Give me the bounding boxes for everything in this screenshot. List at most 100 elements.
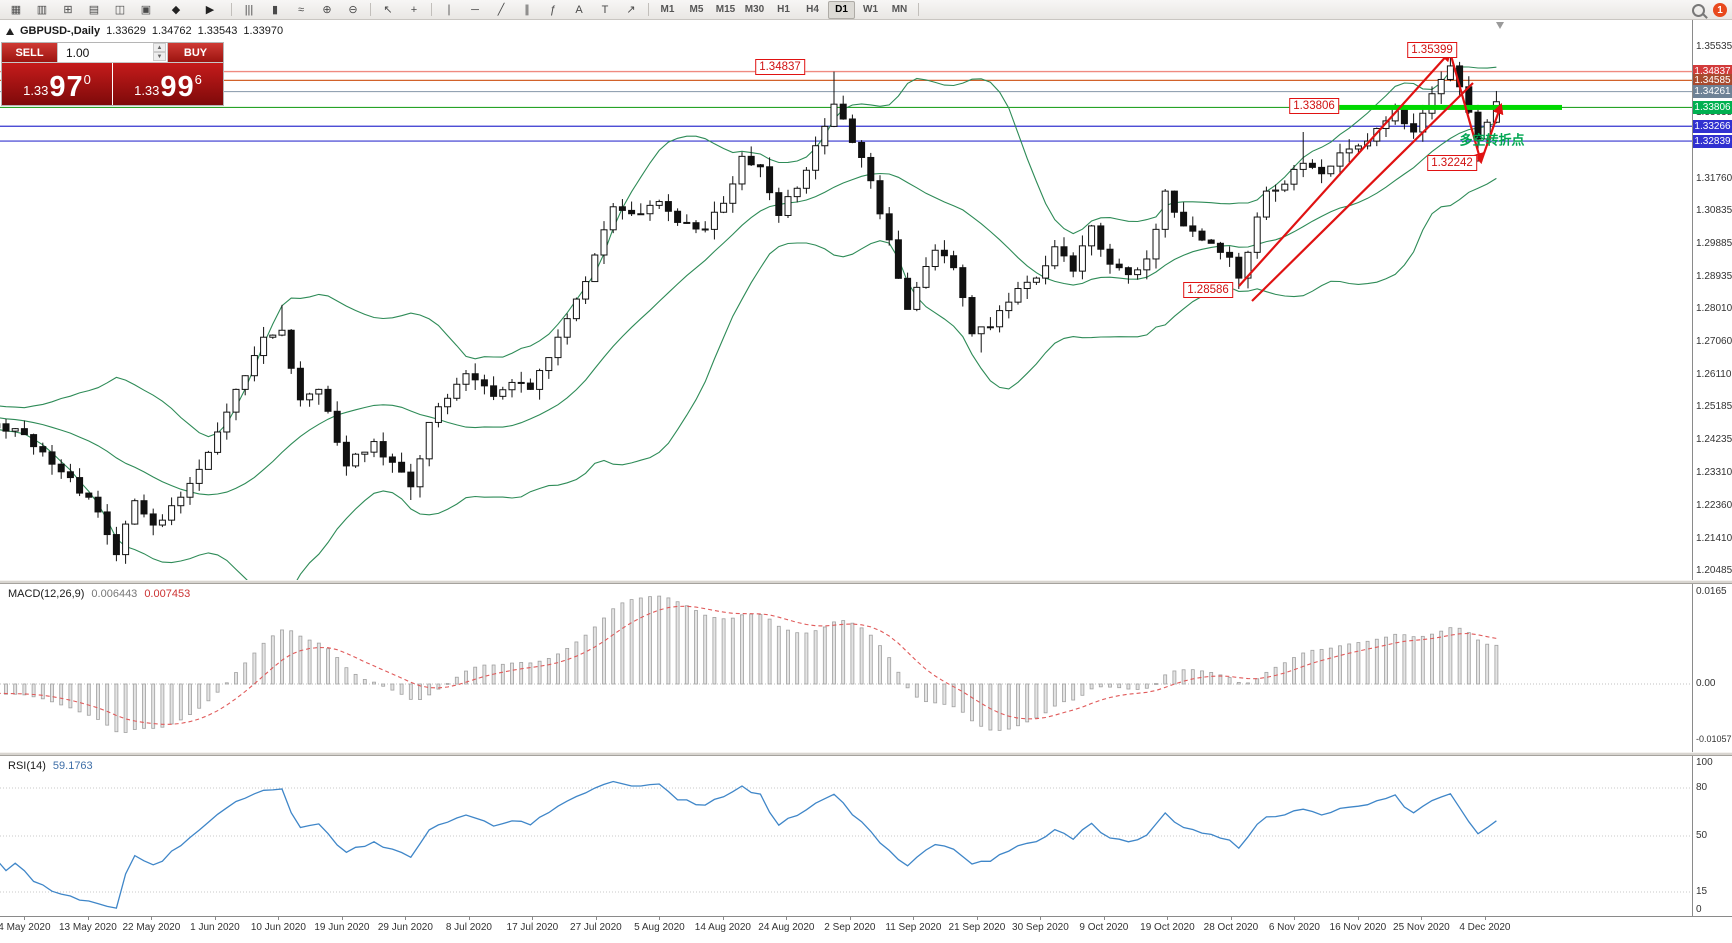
macd-tick: 0.0165 <box>1696 585 1727 597</box>
volume-down-icon[interactable]: ▼ <box>153 52 166 61</box>
text-icon[interactable]: A <box>575 3 583 16</box>
rsi-tick: 15 <box>1696 886 1708 897</box>
timeframe-h4[interactable]: H4 <box>806 4 819 15</box>
zoom-out-icon[interactable]: ⊖ <box>348 4 358 16</box>
timeframe-m30[interactable]: M30 <box>744 4 765 15</box>
main-chart-canvas[interactable] <box>0 20 1692 580</box>
price-tick: 1.30835 <box>1696 204 1732 216</box>
timeframe-d1[interactable]: D1 <box>828 0 855 19</box>
crosshair-icon[interactable]: + <box>410 3 418 16</box>
time-axis[interactable]: 4 May 2020 13 May 2020 22 May 2020 1 Jun 20… <box>0 916 1732 943</box>
rsi-splitter[interactable] <box>0 752 1732 756</box>
line-chart-icon[interactable]: ≈ <box>297 3 305 16</box>
time-tick <box>1357 917 1359 920</box>
macd-signal-line <box>0 605 1497 725</box>
market-watch-icon[interactable]: ⊞ <box>63 4 73 16</box>
price-tick: 1.28010 <box>1696 303 1732 315</box>
rsi-label: RSI(14) 59.1763 <box>8 760 93 772</box>
support-zone-line <box>1330 104 1562 110</box>
profiles-icon[interactable]: ▥ <box>36 4 48 16</box>
horizontal-line-icon[interactable]: ─ <box>471 3 479 16</box>
text-label-icon[interactable]: T <box>601 3 609 16</box>
scale-separator <box>1692 20 1693 916</box>
terminal-icon[interactable]: ▣ <box>140 4 152 16</box>
time-tick <box>532 917 534 920</box>
price-scale[interactable]: 1.355351.345851.336351.327101.317601.308… <box>1693 20 1732 580</box>
volume-up-icon[interactable]: ▲ <box>153 43 166 52</box>
time-tick <box>341 917 343 920</box>
rsi-name: RSI(14) <box>8 760 46 772</box>
chart-window: 1.34837 1.35399 1.33806 1.32242 1.28586 多空转折点… <box>0 20 1732 580</box>
chart-shift-icon[interactable] <box>1496 22 1504 29</box>
volume-input[interactable] <box>58 44 138 61</box>
time-tick <box>1167 917 1169 920</box>
macd-histogram-layer <box>4 595 1499 733</box>
arrows-icon[interactable]: ↗ <box>626 4 636 16</box>
autotrading-button[interactable]: ▶ <box>205 4 215 16</box>
sell-price-button[interactable]: 1.33 97 0 <box>2 63 112 105</box>
buy-button[interactable]: BUY <box>168 43 223 62</box>
one-click-trading-panel: SELL ▲ ▼ BUY 1.33 97 0 1.33 99 6 <box>1 42 224 106</box>
candlestick-chart-icon[interactable]: ▮ <box>271 4 279 16</box>
buy-price-button[interactable]: 1.33 99 6 <box>112 63 223 105</box>
new-chart-icon[interactable]: ▦ <box>10 4 22 16</box>
sell-price-sup: 0 <box>83 72 91 87</box>
sell-button[interactable]: SELL <box>2 43 57 62</box>
timeframe-mn[interactable]: MN <box>891 4 908 15</box>
symbol-name: GBPUSD-,Daily <box>20 25 101 37</box>
zoom-in-icon[interactable]: ⊕ <box>322 4 332 16</box>
trendline-icon[interactable]: ╱ <box>497 4 505 16</box>
date-label: 14 Aug 2020 <box>694 922 751 933</box>
horizontal-lines-layer <box>0 70 1692 142</box>
navigator-icon[interactable]: ◫ <box>114 4 126 16</box>
macd-splitter[interactable] <box>0 580 1732 584</box>
timeframe-h1[interactable]: H1 <box>777 4 790 15</box>
time-tick <box>1294 917 1296 920</box>
fibonacci-icon[interactable]: ƒ <box>549 3 557 16</box>
date-label: 4 May 2020 <box>0 922 51 933</box>
macd-panel-canvas[interactable] <box>0 584 1692 752</box>
price-high: 1.34762 <box>151 25 192 37</box>
timeframe-m15[interactable]: M15 <box>715 4 736 15</box>
time-tick <box>659 917 661 920</box>
bollinger-bands-layer <box>0 66 1497 580</box>
date-label: 5 Aug 2020 <box>634 922 685 933</box>
rsi-scale[interactable]: 100 80 50 15 0 <box>1693 756 1732 916</box>
vertical-line-icon[interactable]: ∣ <box>446 4 452 16</box>
new-order-button[interactable]: ◆ <box>171 4 181 16</box>
sell-price-prefix: 1.33 <box>23 83 49 98</box>
price-tick: 1.28935 <box>1696 270 1732 282</box>
price-close: 1.33970 <box>243 25 284 37</box>
timeframe-w1[interactable]: W1 <box>863 4 878 15</box>
price-level-marker: 1.33266 <box>1693 119 1732 133</box>
price-tick: 1.20485 <box>1696 564 1732 576</box>
cursor-icon[interactable]: ↖ <box>383 4 393 16</box>
equidistant-channel-icon[interactable]: ∥ <box>524 4 530 16</box>
price-level-marker: 1.34261 <box>1693 85 1732 99</box>
price-level-marker: 1.33806 <box>1693 100 1732 114</box>
macd-tick: -0.0105711 <box>1696 734 1732 744</box>
macd-scale[interactable]: 0.0165 0.00 -0.0105711 <box>1693 584 1732 752</box>
date-label: 17 Jul 2020 <box>506 922 559 933</box>
time-tick <box>24 917 26 920</box>
candles-layer <box>0 52 1500 564</box>
buy-price-sup: 6 <box>194 72 202 87</box>
trend-lines-layer <box>1238 50 1504 302</box>
price-level-marker: 1.34585 <box>1693 73 1732 87</box>
buy-price-big: 99 <box>160 71 195 103</box>
notification-badge[interactable]: 1 <box>1713 3 1727 17</box>
time-tick <box>1103 917 1105 920</box>
bar-chart-icon[interactable]: ||| <box>244 3 254 16</box>
search-icon[interactable] <box>1692 3 1705 17</box>
macd-value-main: 0.006443 <box>91 588 138 600</box>
rsi-panel-canvas[interactable] <box>0 756 1692 916</box>
data-window-icon[interactable]: ▤ <box>88 4 100 16</box>
date-label: 11 Sep 2020 <box>885 922 942 933</box>
oneclick-toggle-icon[interactable] <box>6 27 14 35</box>
time-tick <box>1040 917 1042 920</box>
timeframe-m5[interactable]: M5 <box>689 4 704 15</box>
price-tick: 1.29885 <box>1696 237 1732 249</box>
timeframe-m1[interactable]: M1 <box>660 4 675 15</box>
date-label: 6 Nov 2020 <box>1268 922 1320 933</box>
time-tick <box>722 917 724 920</box>
